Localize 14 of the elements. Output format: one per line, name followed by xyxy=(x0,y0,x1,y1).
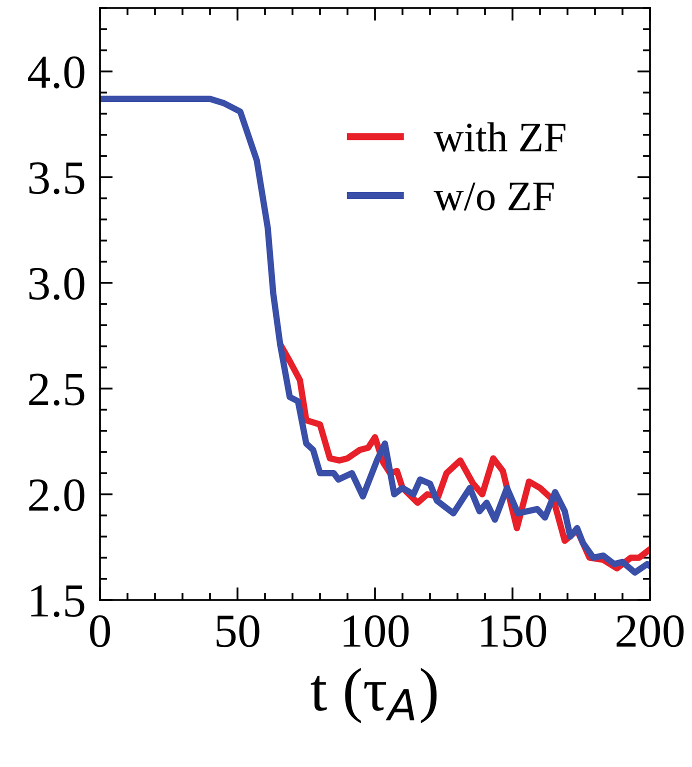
x-tick-label: 0 xyxy=(90,615,110,648)
y-tick-label: 2.5 xyxy=(29,374,84,406)
x-tick-label: 150 xyxy=(481,615,546,648)
legend-label: w/o ZF xyxy=(434,182,554,210)
legend-label: with ZF xyxy=(434,122,566,152)
y-tick-label: 3.5 xyxy=(29,162,84,194)
y-tick-label: 3.0 xyxy=(29,268,84,300)
x-tick-label: 100 xyxy=(344,615,409,648)
x-tick-label: 200 xyxy=(616,615,684,648)
y-tick-label: 1.5 xyxy=(31,585,84,618)
x-axis-title: t (τ$_{A}$) xyxy=(310,668,437,724)
x-tick-label: 50 xyxy=(216,615,260,648)
y-tick-label: 2.0 xyxy=(29,479,84,512)
y-tick-label: 4.0 xyxy=(28,56,84,88)
